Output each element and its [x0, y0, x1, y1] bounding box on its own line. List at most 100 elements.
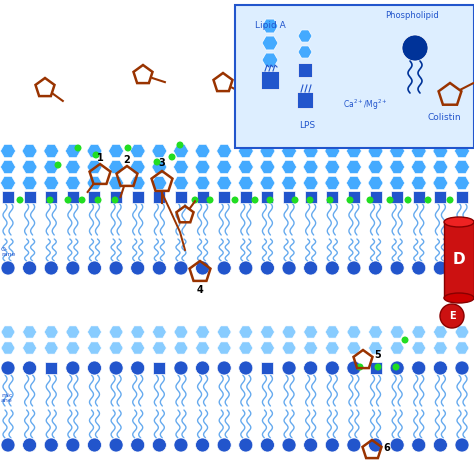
- Text: 4: 4: [197, 285, 203, 295]
- Polygon shape: [433, 176, 448, 190]
- Circle shape: [88, 438, 101, 452]
- Circle shape: [356, 364, 364, 371]
- Polygon shape: [282, 161, 297, 173]
- Polygon shape: [304, 326, 318, 338]
- Bar: [45, 191, 57, 203]
- Polygon shape: [455, 326, 469, 338]
- Polygon shape: [44, 161, 59, 173]
- Polygon shape: [433, 161, 448, 173]
- Bar: [67, 191, 79, 203]
- Polygon shape: [282, 326, 296, 338]
- Polygon shape: [44, 145, 59, 157]
- Polygon shape: [347, 326, 361, 338]
- Polygon shape: [152, 145, 167, 157]
- Polygon shape: [325, 342, 339, 354]
- Text: Phospholipid: Phospholipid: [385, 11, 439, 20]
- Polygon shape: [325, 145, 340, 157]
- Polygon shape: [433, 145, 448, 157]
- Bar: [283, 191, 295, 203]
- Circle shape: [23, 361, 36, 375]
- Circle shape: [401, 337, 409, 344]
- Circle shape: [292, 197, 299, 203]
- Text: 3: 3: [159, 158, 165, 168]
- Circle shape: [252, 197, 258, 203]
- Polygon shape: [304, 342, 318, 354]
- Bar: [456, 191, 468, 203]
- Text: Colistin: Colistin: [428, 113, 462, 122]
- Bar: [262, 191, 273, 203]
- Bar: [370, 191, 382, 203]
- Polygon shape: [87, 161, 102, 173]
- Circle shape: [109, 261, 123, 275]
- Bar: [391, 191, 403, 203]
- Circle shape: [109, 438, 123, 452]
- Polygon shape: [346, 161, 361, 173]
- Polygon shape: [368, 145, 383, 157]
- Text: mic
ane: mic ane: [1, 392, 13, 403]
- Polygon shape: [0, 161, 16, 173]
- Circle shape: [425, 197, 431, 203]
- Polygon shape: [260, 176, 275, 190]
- Circle shape: [66, 438, 80, 452]
- Circle shape: [174, 438, 188, 452]
- FancyBboxPatch shape: [235, 5, 474, 148]
- Polygon shape: [130, 176, 145, 190]
- Circle shape: [125, 145, 131, 152]
- Circle shape: [239, 361, 253, 375]
- Circle shape: [282, 261, 296, 275]
- Bar: [45, 362, 57, 374]
- Circle shape: [196, 261, 210, 275]
- Circle shape: [1, 261, 15, 275]
- Polygon shape: [109, 326, 123, 338]
- Circle shape: [390, 438, 404, 452]
- Polygon shape: [88, 326, 101, 338]
- Circle shape: [176, 142, 183, 148]
- Circle shape: [260, 261, 274, 275]
- Bar: [153, 191, 165, 203]
- Bar: [175, 191, 187, 203]
- Circle shape: [168, 154, 175, 161]
- Bar: [413, 191, 425, 203]
- Circle shape: [152, 438, 166, 452]
- Polygon shape: [411, 176, 426, 190]
- Text: 2: 2: [124, 155, 130, 165]
- Text: 6: 6: [383, 443, 391, 453]
- Circle shape: [447, 197, 454, 203]
- Polygon shape: [455, 161, 470, 173]
- Circle shape: [217, 438, 231, 452]
- Polygon shape: [390, 342, 404, 354]
- Circle shape: [217, 361, 231, 375]
- Circle shape: [455, 438, 469, 452]
- Polygon shape: [22, 176, 37, 190]
- Polygon shape: [217, 145, 232, 157]
- Polygon shape: [109, 342, 123, 354]
- Polygon shape: [152, 342, 166, 354]
- Circle shape: [304, 438, 318, 452]
- Circle shape: [66, 261, 80, 275]
- Polygon shape: [195, 176, 210, 190]
- Polygon shape: [66, 342, 80, 354]
- Circle shape: [239, 438, 253, 452]
- Polygon shape: [239, 342, 253, 354]
- Bar: [261, 71, 279, 89]
- Polygon shape: [433, 342, 447, 354]
- Polygon shape: [325, 326, 339, 338]
- Polygon shape: [238, 161, 253, 173]
- Circle shape: [412, 361, 426, 375]
- Circle shape: [55, 162, 62, 168]
- Text: 5: 5: [374, 350, 382, 360]
- Polygon shape: [131, 326, 145, 338]
- Circle shape: [366, 197, 374, 203]
- Polygon shape: [282, 145, 297, 157]
- Bar: [132, 191, 144, 203]
- Polygon shape: [174, 326, 188, 338]
- Circle shape: [325, 361, 339, 375]
- Circle shape: [94, 197, 101, 203]
- Circle shape: [325, 438, 339, 452]
- Circle shape: [79, 197, 85, 203]
- Polygon shape: [44, 176, 59, 190]
- Circle shape: [390, 361, 404, 375]
- Circle shape: [433, 438, 447, 452]
- Circle shape: [440, 304, 464, 328]
- Polygon shape: [1, 326, 15, 338]
